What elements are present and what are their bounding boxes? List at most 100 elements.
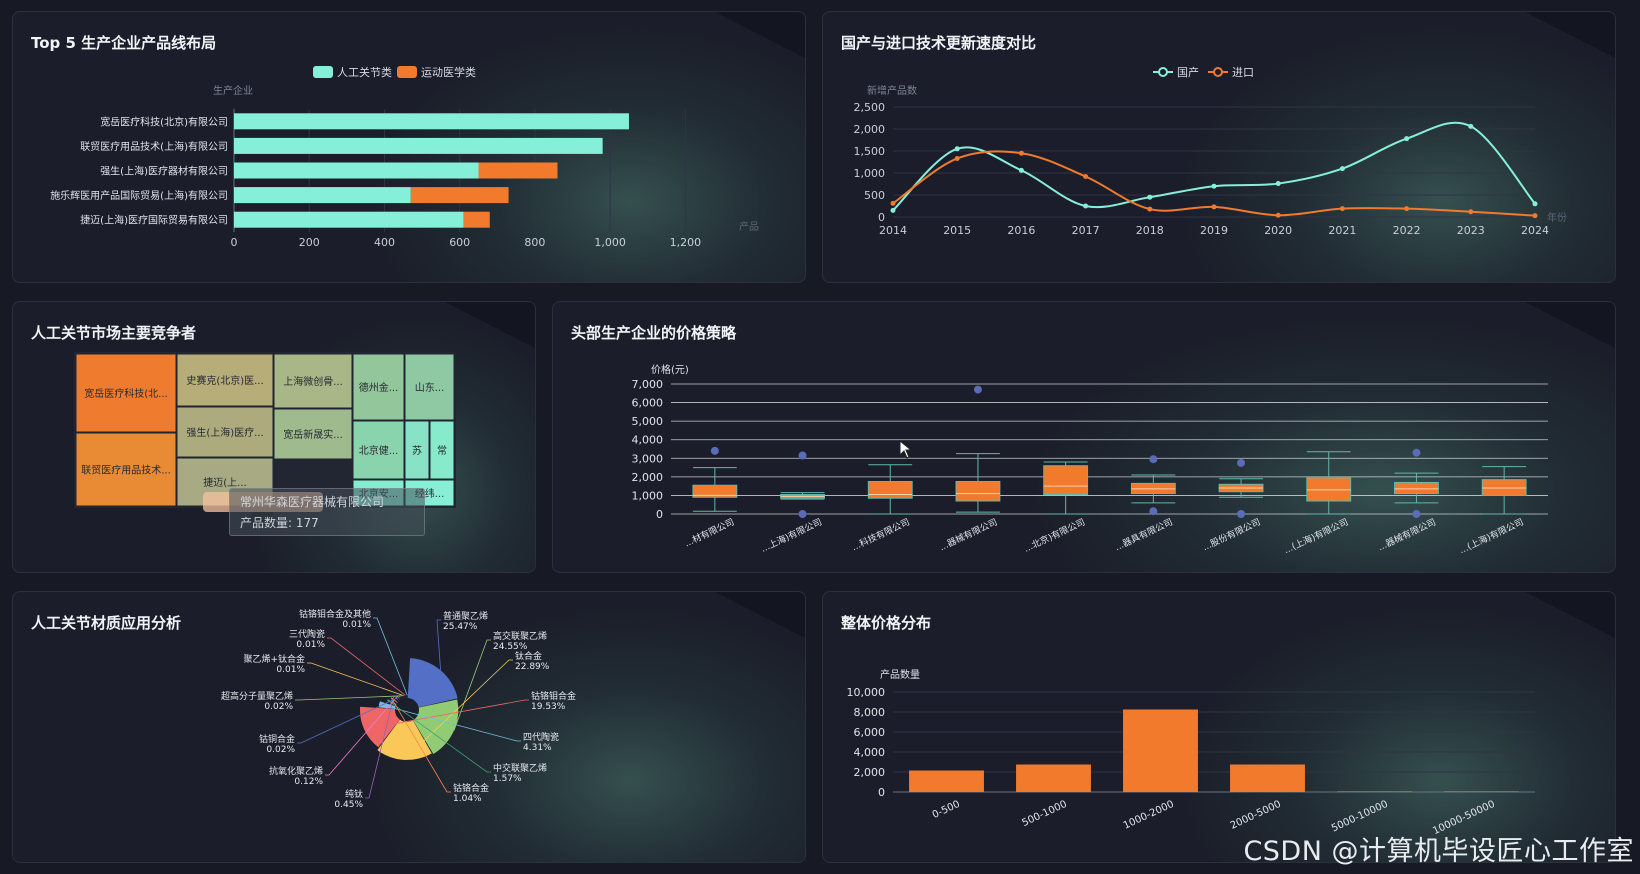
panel-price-distribution: 整体价格分布 产品数量 0 2,000 4,000 6,000 8,000 10,000 0-… — [822, 591, 1616, 863]
x-tick-label: 500-1000 — [1020, 799, 1068, 829]
y-axis-label: 产品数量 — [880, 668, 920, 681]
outlier-point — [1412, 510, 1421, 518]
outlier-point — [798, 451, 807, 460]
panel-title: Top 5 生产企业产品线布局 — [31, 34, 217, 52]
data-point — [890, 207, 896, 213]
panel-title: 国产与进口技术更新速度对比 — [841, 34, 1037, 52]
slice-label: 高交联聚乙烯 — [493, 630, 547, 642]
legend-label: 进口 — [1232, 66, 1254, 79]
series-line — [892, 121, 1536, 212]
x-tick-label: 1,000 — [594, 236, 626, 249]
treemap-cell — [75, 432, 177, 507]
x-axis-label: 年份 — [1547, 211, 1567, 224]
x-tick-label: ...(上海)有限公司 — [1282, 516, 1350, 556]
outlier-point — [710, 446, 719, 455]
y-tick-label: 8,000 — [854, 706, 886, 719]
slice-pct: 0.01% — [342, 620, 371, 630]
panel-competitors-treemap: 人工关节市场主要竞争者 宽岳医疗科技(北... 联贸医疗用品技术... 史赛克(北京… — [12, 301, 536, 573]
legend-marker — [1213, 67, 1223, 77]
bar-sports-medicine — [410, 187, 509, 204]
data-point — [1339, 166, 1345, 172]
y-tick-label: 2,000 — [854, 123, 886, 136]
y-tick-label: 强生(上海)医疗器材有限公司 — [100, 165, 228, 178]
x-tick-label: 2015 — [943, 224, 971, 237]
histogram-bar — [1337, 791, 1412, 792]
slice-pct: 0.02% — [266, 745, 295, 755]
boxplot-chart: 价格(元) 0 1,000 2,000 3,000 4,000 5,000 6,000 7,00… — [632, 363, 1548, 556]
treemap-cell — [75, 353, 177, 433]
treemap-label: 捷迈(上... — [203, 476, 246, 489]
slice-label: 四代陶瓷 — [523, 731, 559, 743]
panel-material-analysis: 人工关节材质应用分析 普通聚乙烯 25.47% 高交联聚乙烯 24.55% 钛合金 22.… — [12, 591, 806, 863]
box — [867, 481, 913, 499]
panel-price-strategy: 头部生产企业的价格策略 价格(元) 0 1,000 2,000 3,000 4,000 5,… — [552, 301, 1616, 573]
tooltip-value: 产品数量: 177 — [240, 516, 319, 530]
slice-label: 普通聚乙烯 — [443, 610, 488, 622]
y-tick-label: 0 — [878, 786, 885, 799]
box — [692, 484, 738, 498]
legend-label: 国产 — [1177, 65, 1199, 79]
x-tick-label: 200 — [299, 236, 320, 249]
label-leader-line — [403, 659, 513, 761]
label-leader-line — [387, 699, 491, 773]
x-tick-label: 2020 — [1264, 224, 1292, 237]
rose-slice — [403, 695, 405, 699]
y-tick-label: 500 — [864, 189, 885, 202]
x-tick-label: 2024 — [1521, 224, 1549, 237]
panel-title: 头部生产企业的价格策略 — [571, 324, 737, 342]
x-tick-label: 0 — [231, 236, 238, 249]
y-tick-label: 1,000 — [854, 167, 886, 180]
treemap-label: 上海微创骨... — [283, 375, 343, 388]
y-tick-label: 7,000 — [632, 378, 664, 391]
y-axis-label: 价格(元) — [651, 363, 689, 376]
histogram-bar — [1016, 764, 1091, 792]
slice-label: 钴铜合金 — [259, 733, 295, 745]
x-tick-label: 2023 — [1457, 224, 1485, 237]
outlier-point — [1412, 448, 1421, 457]
slice-label: 纯钛 — [345, 788, 363, 800]
bar-sports-medicine — [478, 162, 558, 179]
y-tick-label: 0 — [656, 508, 663, 521]
data-point — [954, 146, 960, 152]
slice-pct: 4.31% — [523, 743, 552, 753]
slice-label: 抗氧化聚乙烯 — [269, 765, 323, 777]
bar-artificial-joint — [234, 211, 464, 228]
x-tick-label: ...科技有限公司 — [850, 516, 912, 553]
y-tick-label: 6,000 — [632, 397, 664, 410]
data-point — [1532, 201, 1538, 207]
rose-slice — [399, 696, 402, 700]
x-tick-label: 2022 — [1393, 224, 1421, 237]
treemap-label: 史赛克(北京)医... — [186, 374, 263, 387]
legend-marker — [1158, 67, 1168, 77]
slice-pct: 25.47% — [443, 622, 478, 632]
slice-pct: 19.53% — [531, 702, 566, 712]
y-axis-label: 生产企业 — [213, 84, 253, 97]
x-tick-label: 2014 — [879, 224, 907, 237]
data-point — [1147, 194, 1153, 200]
label-leader-line — [364, 699, 529, 730]
x-tick-label: 2000-5000 — [1229, 799, 1283, 832]
y-tick-label: 宽岳医疗科技(北京)有限公司 — [100, 115, 228, 128]
bar-artificial-joint — [234, 113, 629, 130]
rose-slice — [401, 695, 403, 699]
legend-label: 人工关节类 — [337, 65, 392, 79]
x-tick-label: 0-500 — [931, 799, 962, 821]
y-axis-label: 新增产品数 — [867, 84, 917, 97]
slice-label: 钴铬钼合金 — [531, 690, 576, 702]
treemap-cell — [273, 353, 353, 409]
x-tick-label: 1000-2000 — [1122, 799, 1176, 832]
treemap-chart[interactable]: 宽岳医疗科技(北... 联贸医疗用品技术... 史赛克(北京)医... 强生(上海)医… — [13, 302, 535, 572]
y-tick-label: 施乐辉医用产品国际贸易(上海)有限公司 — [50, 189, 228, 202]
rose-slice — [413, 699, 459, 754]
panel-domestic-vs-import: 国产与进口技术更新速度对比 国产 进口 新增产品数 年份 0 500 1,000 1,500 2… — [822, 11, 1616, 283]
tooltip-name: 常州华森医疗器械有限公司 — [240, 495, 385, 509]
x-tick-label: 400 — [374, 236, 395, 249]
label-leader-line — [297, 696, 401, 744]
histogram-bar — [909, 770, 984, 792]
data-point — [890, 200, 896, 206]
treemap-label: 德州金... — [359, 381, 399, 394]
data-point — [1339, 206, 1345, 212]
y-tick-label: 4,000 — [632, 434, 664, 447]
